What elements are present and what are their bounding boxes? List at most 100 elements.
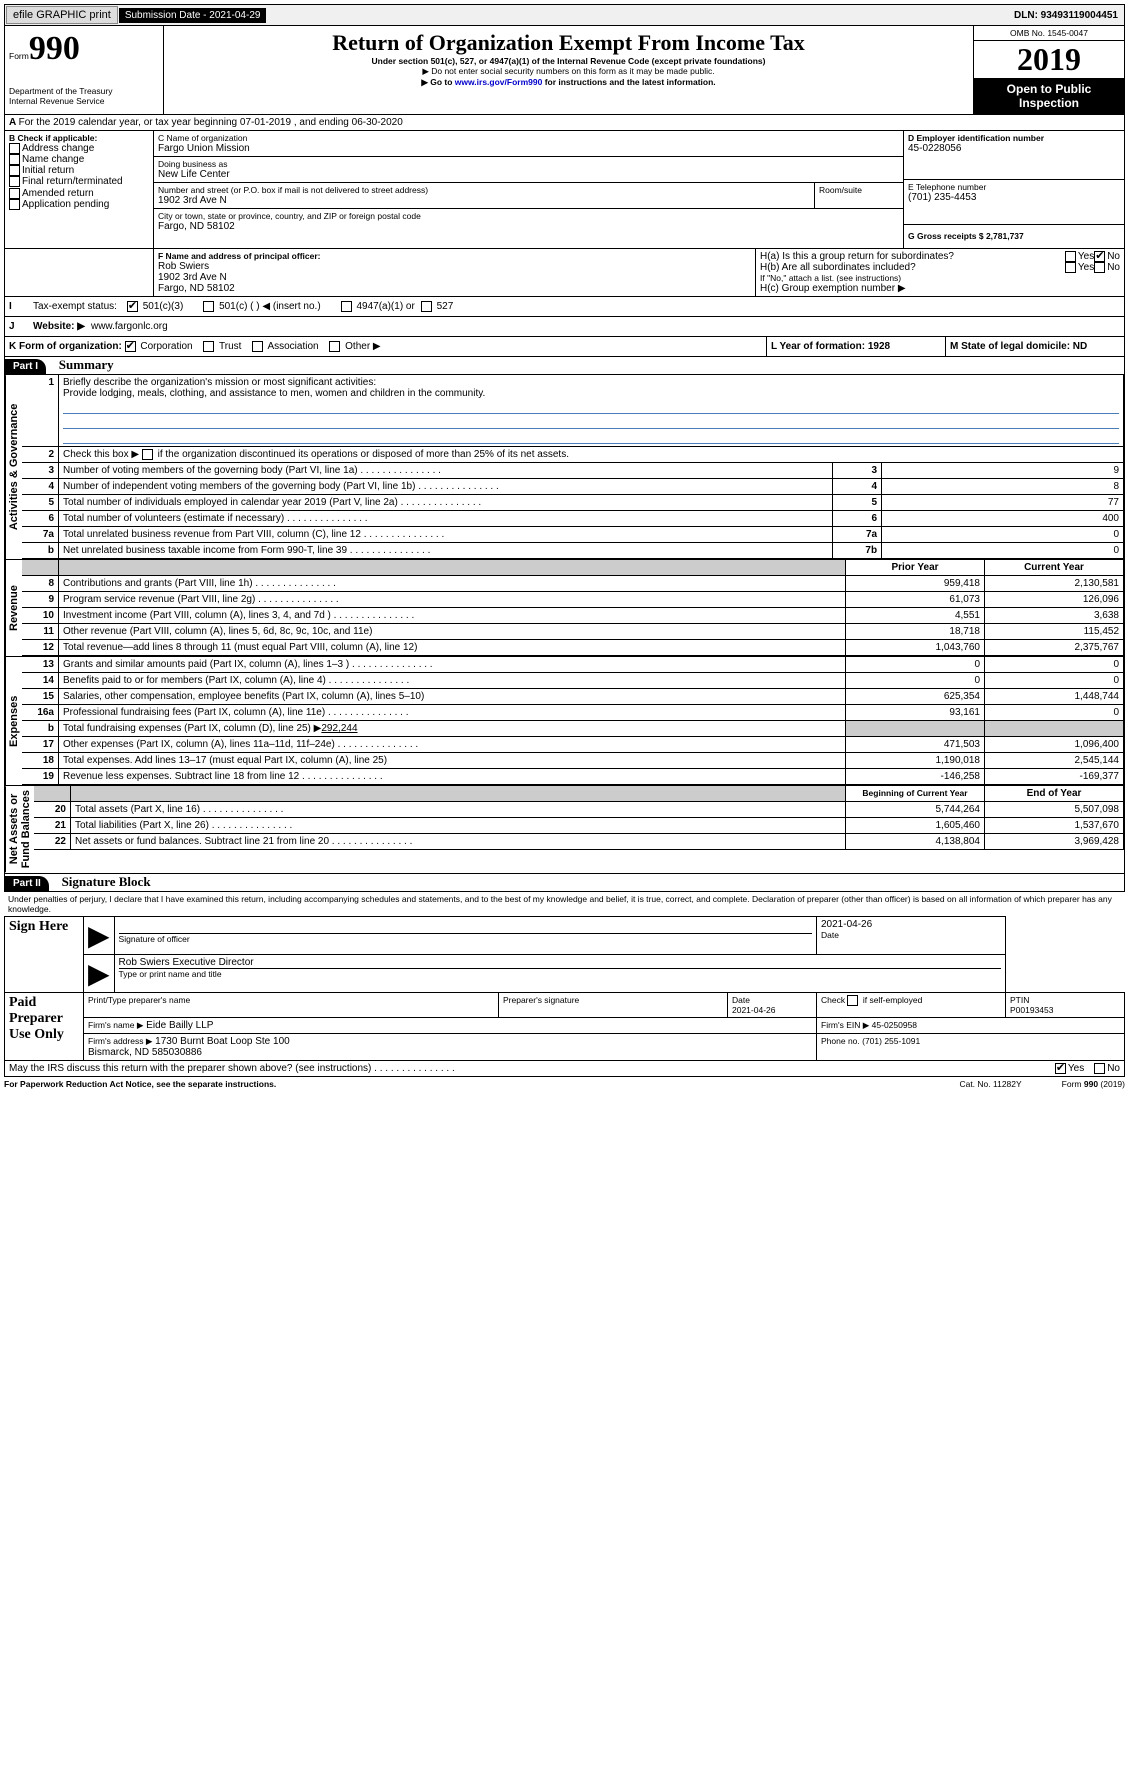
check-initial[interactable] [9, 165, 20, 176]
entity-block: B Check if applicable: Address change Na… [4, 131, 1125, 249]
check-501c[interactable] [203, 301, 214, 312]
form-number: 990 [29, 30, 80, 67]
l15: Salaries, other compensation, employee b… [63, 691, 424, 702]
check-other[interactable] [329, 341, 340, 352]
l13: Grants and similar amounts paid (Part IX… [63, 659, 349, 670]
l16b: Total fundraising expenses (Part IX, col… [63, 723, 321, 734]
hdr-curr: Current Year [985, 560, 1124, 576]
check-501c3[interactable] [127, 301, 138, 312]
check-discontinued[interactable] [142, 449, 153, 460]
date-lbl: Date [821, 930, 1001, 940]
penalty-text: Under penalties of perjury, I declare th… [4, 892, 1125, 916]
ha-no[interactable] [1094, 251, 1105, 262]
officer-addr: 1902 3rd Ave N Fargo, ND 58102 [158, 272, 751, 294]
check-4947[interactable] [341, 301, 352, 312]
l18: Total expenses. Add lines 13–17 (must eq… [63, 755, 387, 766]
lbl-527: 527 [437, 301, 454, 312]
ein: 45-0228056 [908, 143, 1120, 154]
paperwork-notice: For Paperwork Reduction Act Notice, see … [4, 1079, 276, 1089]
lbl-assoc: Association [267, 341, 318, 352]
room-suite: Room/suite [814, 183, 903, 208]
l20: Total assets (Part X, line 16) [75, 804, 200, 815]
p20: 5,744,264 [846, 802, 985, 818]
hb-yes[interactable] [1065, 262, 1076, 273]
line-a: A For the 2019 calendar year, or tax yea… [4, 115, 1125, 131]
date-lbl2: Date [732, 995, 750, 1005]
p18: 1,190,018 [846, 753, 985, 769]
check-address-change[interactable] [9, 143, 20, 154]
officer-name: Rob Swiers [158, 261, 751, 272]
check-pending[interactable] [9, 199, 20, 210]
firm-addr-lbl: Firm's address ▶ [88, 1036, 152, 1046]
c9: 126,096 [985, 592, 1124, 608]
check-assoc[interactable] [252, 341, 263, 352]
ha-yes[interactable] [1065, 251, 1076, 262]
j-label: Website: ▶ [33, 321, 85, 332]
discuss-yes[interactable] [1055, 1063, 1066, 1074]
firm-name-lbl: Firm's name ▶ [88, 1020, 143, 1030]
org-name: Fargo Union Mission [158, 143, 899, 154]
summary-table: Activities & Governance 1 Briefly descri… [4, 375, 1125, 560]
p16a: 93,161 [846, 705, 985, 721]
dba-label: Doing business as [158, 159, 899, 169]
check-self-employed[interactable] [847, 995, 858, 1006]
v4: 8 [882, 479, 1124, 495]
m-state: M State of legal domicile: ND [950, 341, 1087, 352]
lbl-address-change: Address change [22, 143, 94, 154]
sig-date2: 2021-04-26 [732, 1005, 775, 1015]
lbl-501c: 501(c) ( ) ◀ (insert no.) [219, 301, 321, 312]
check-name-change[interactable] [9, 154, 20, 165]
c21: 1,537,670 [985, 818, 1124, 834]
l4: Number of independent voting members of … [63, 481, 415, 492]
sign-here: Sign Here [5, 916, 84, 992]
check-amended[interactable] [9, 188, 20, 199]
hb-no[interactable] [1094, 262, 1105, 273]
form-title: Return of Organization Exempt From Incom… [168, 30, 969, 56]
tax-exempt-row: I Tax-exempt status: 501(c)(3) 501(c) ( … [4, 297, 1125, 317]
p14: 0 [846, 673, 985, 689]
lbl-final: Final return/terminated [22, 177, 123, 188]
l21: Total liabilities (Part X, line 26) [75, 820, 209, 831]
l7b: Net unrelated business taxable income fr… [63, 545, 347, 556]
check-final[interactable] [9, 176, 20, 187]
check-527[interactable] [421, 301, 432, 312]
l19: Revenue less expenses. Subtract line 18 … [63, 771, 299, 782]
l16a: Professional fundraising fees (Part IX, … [63, 707, 325, 718]
ptin: P00193453 [1010, 1005, 1054, 1015]
efile-print-button[interactable]: efile GRAPHIC print [6, 6, 118, 24]
p19: -146,258 [846, 769, 985, 785]
lbl-trust: Trust [219, 341, 241, 352]
c-name-label: C Name of organization [158, 133, 899, 143]
addr-label: Number and street (or P.O. box if mail i… [158, 185, 810, 195]
section-revenue: Revenue [5, 560, 22, 656]
irs-link[interactable]: www.irs.gov/Form990 [455, 77, 543, 87]
ha-label: H(a) Is this a group return for subordin… [760, 251, 1065, 262]
c8: 2,130,581 [985, 576, 1124, 592]
lbl-4947: 4947(a)(1) or [356, 301, 414, 312]
hc-label: H(c) Group exemption number ▶ [760, 283, 1120, 294]
goto-pre: ▶ Go to [421, 77, 454, 87]
officer-group-block: F Name and address of principal officer:… [4, 249, 1125, 297]
l11: Other revenue (Part VIII, column (A), li… [63, 626, 372, 637]
discuss-no[interactable] [1094, 1063, 1105, 1074]
l1-text: Provide lodging, meals, clothing, and as… [63, 388, 485, 399]
p8: 959,418 [846, 576, 985, 592]
l8: Contributions and grants (Part VIII, lin… [63, 578, 253, 589]
l16b-val: 292,244 [321, 723, 357, 734]
c17: 1,096,400 [985, 737, 1124, 753]
firm-name: Eide Bailly LLP [146, 1020, 213, 1031]
signature-table: Sign Here ▶ Signature of officer 2021-04… [4, 916, 1125, 1061]
l2: Check this box ▶ if the organization dis… [63, 449, 569, 460]
omb-number: OMB No. 1545-0047 [974, 26, 1124, 41]
discuss-lbl: May the IRS discuss this return with the… [9, 1063, 371, 1074]
dba-name: New Life Center [158, 169, 899, 180]
lbl-initial: Initial return [22, 165, 74, 176]
discuss-yes-lbl: Yes [1068, 1063, 1084, 1074]
lbl-501c3: 501(c)(3) [143, 301, 184, 312]
check-corp[interactable] [125, 341, 136, 352]
check-trust[interactable] [203, 341, 214, 352]
v7a: 0 [882, 527, 1124, 543]
ha-yes-lbl: Yes [1078, 251, 1094, 262]
l5: Total number of individuals employed in … [63, 497, 398, 508]
c11: 115,452 [985, 624, 1124, 640]
